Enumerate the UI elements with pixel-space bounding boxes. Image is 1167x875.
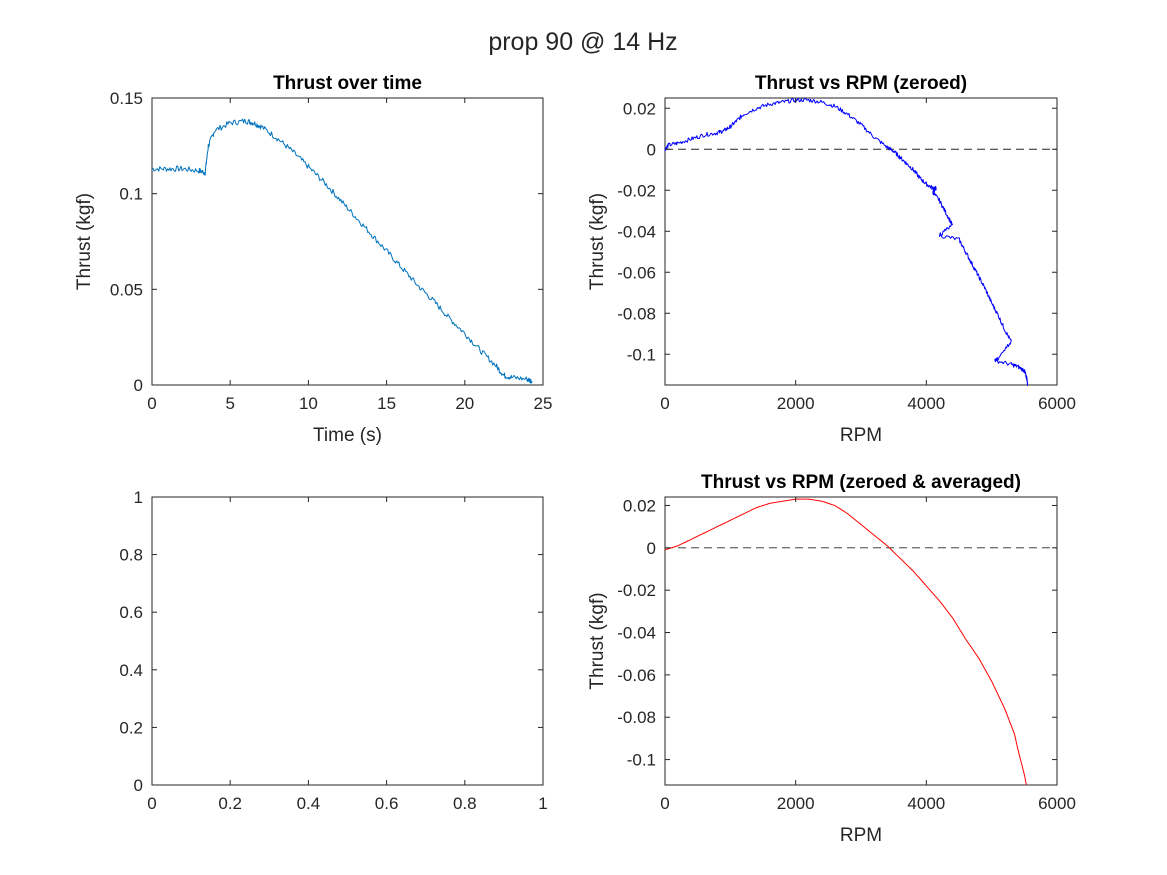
y-tick-label: -0.08 xyxy=(617,708,656,727)
plot-empty: 0 0.2 0.4 0.6 0.8 1 0 0.2 0.4 0.6 0.8 1 xyxy=(119,488,547,813)
x-tick-label: 0 xyxy=(660,394,669,413)
x-tick-label: 0 xyxy=(147,794,156,813)
x-tick-label: 0 xyxy=(660,794,669,813)
series-line xyxy=(151,118,533,384)
axes-frame xyxy=(664,97,1058,386)
y-axis-label: Thrust (kgf) xyxy=(587,592,608,689)
y-axis-label: Thrust (kgf) xyxy=(74,193,95,290)
y-tick-label: 0.15 xyxy=(110,89,143,108)
axes-frame xyxy=(151,496,544,786)
x-tick-label: 5 xyxy=(225,394,234,413)
x-tick-label: 0.2 xyxy=(218,794,242,813)
x-tick-label: 6000 xyxy=(1038,794,1076,813)
x-tick-label: 0.8 xyxy=(453,794,477,813)
x-tick-label: 0 xyxy=(147,394,156,413)
plot-thrust-vs-rpm-averaged: 0 2000 4000 6000 0.02 0 -0.02 -0.04 -0.06 -0.08 -0… xyxy=(587,472,1076,846)
y-tick-label: 0.1 xyxy=(119,185,143,204)
x-tick-label: 2000 xyxy=(777,394,815,413)
y-tick-label: -0.02 xyxy=(617,581,656,600)
x-tick-label: 20 xyxy=(455,394,474,413)
x-tick-label: 2000 xyxy=(777,794,815,813)
x-tick-label: 4000 xyxy=(907,794,945,813)
y-tick-label: 0.05 xyxy=(110,280,143,299)
y-tick-label: 0.2 xyxy=(119,718,143,737)
y-tick-label: -0.06 xyxy=(617,263,656,282)
plot-thrust-vs-rpm-zeroed: 0 2000 4000 6000 0.02 0 -0.02 -0.04 -0.06 -0.08 -0… xyxy=(587,73,1076,446)
x-axis-label: RPM xyxy=(840,425,882,446)
x-tick-label: 1 xyxy=(538,794,547,813)
y-tick-label: -0.1 xyxy=(627,345,656,364)
plot-title: Thrust over time xyxy=(273,73,422,94)
plot-title: Thrust vs RPM (zeroed & averaged) xyxy=(701,472,1021,493)
axes-frame xyxy=(664,496,1058,786)
x-tick-label: 4000 xyxy=(907,394,945,413)
y-tick-label: 0 xyxy=(134,776,143,795)
x-axis-label: Time (s) xyxy=(313,425,382,446)
plot-thrust-over-time: 0 5 10 15 20 25 0 0.05 0.1 0.15 Thrust over time Ti… xyxy=(74,73,552,446)
x-tick-label: 6000 xyxy=(1038,394,1076,413)
y-tick-label: -0.06 xyxy=(617,666,656,685)
series-line xyxy=(664,97,1029,386)
y-tick-label: -0.04 xyxy=(617,624,656,643)
series-line xyxy=(664,498,1027,786)
y-tick-label: -0.02 xyxy=(617,181,656,200)
x-tick-label: 15 xyxy=(377,394,396,413)
plot-title: Thrust vs RPM (zeroed) xyxy=(755,73,967,94)
y-tick-label: 0 xyxy=(647,539,656,558)
x-tick-label: 10 xyxy=(299,394,318,413)
y-tick-label: 0.02 xyxy=(623,496,656,515)
y-tick-label: 0 xyxy=(134,376,143,395)
axes-frame xyxy=(151,97,544,386)
x-tick-label: 0.6 xyxy=(375,794,399,813)
x-tick-label: 25 xyxy=(534,394,553,413)
y-tick-label: 0.02 xyxy=(623,99,656,118)
y-tick-label: 0.4 xyxy=(119,661,143,680)
y-tick-label: 0.8 xyxy=(119,546,143,565)
y-tick-label: 0 xyxy=(647,140,656,159)
y-tick-label: 0.6 xyxy=(119,603,143,622)
x-axis-label: RPM xyxy=(840,825,882,846)
y-axis-label: Thrust (kgf) xyxy=(587,193,608,290)
y-tick-label: -0.08 xyxy=(617,304,656,323)
figure-title: prop 90 @ 14 Hz xyxy=(488,28,677,56)
y-tick-label: -0.04 xyxy=(617,222,656,241)
x-tick-label: 0.4 xyxy=(297,794,321,813)
y-tick-label: 1 xyxy=(134,488,143,507)
y-tick-label: -0.1 xyxy=(627,751,656,770)
